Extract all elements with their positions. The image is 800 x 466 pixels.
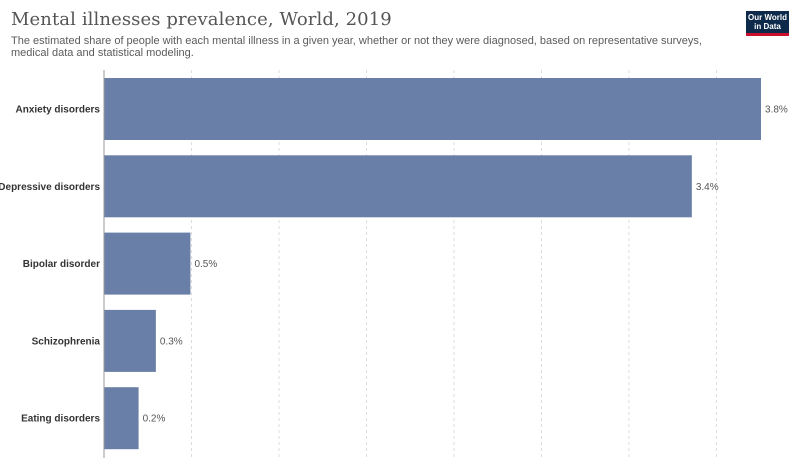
value-label: 0.5% [194,259,217,270]
bar[interactable] [104,232,191,295]
value-label: 3.8% [765,105,788,116]
chart-subtitle: The estimated share of people with each … [11,35,702,59]
logo-line-1: Our World [748,13,787,22]
category-label: Schizophrenia [32,336,101,347]
category-label: Anxiety disorders [16,105,101,116]
category-label: Depressive disorders [0,182,100,193]
bar[interactable] [104,155,692,218]
bar[interactable] [104,387,139,450]
category-label: Eating disorders [21,414,100,425]
value-labels: 3.8% 3.4% 0.5% 0.3% 0.2% [143,105,788,425]
owid-logo[interactable]: Our World in Data [746,11,789,36]
category-labels: Anxiety disorders Depressive disorders Bip… [0,105,100,425]
category-label: Bipolar disorder [23,259,100,270]
bars [104,78,761,450]
bar[interactable] [104,309,156,372]
value-label: 3.4% [696,182,719,193]
chart-title: Mental illnesses prevalence, World, 2019 [11,9,392,30]
value-label: 0.2% [143,414,166,425]
grid-lines [191,70,717,458]
value-label: 0.3% [160,336,183,347]
logo-line-2: in Data [754,22,781,31]
bar[interactable] [104,78,761,140]
